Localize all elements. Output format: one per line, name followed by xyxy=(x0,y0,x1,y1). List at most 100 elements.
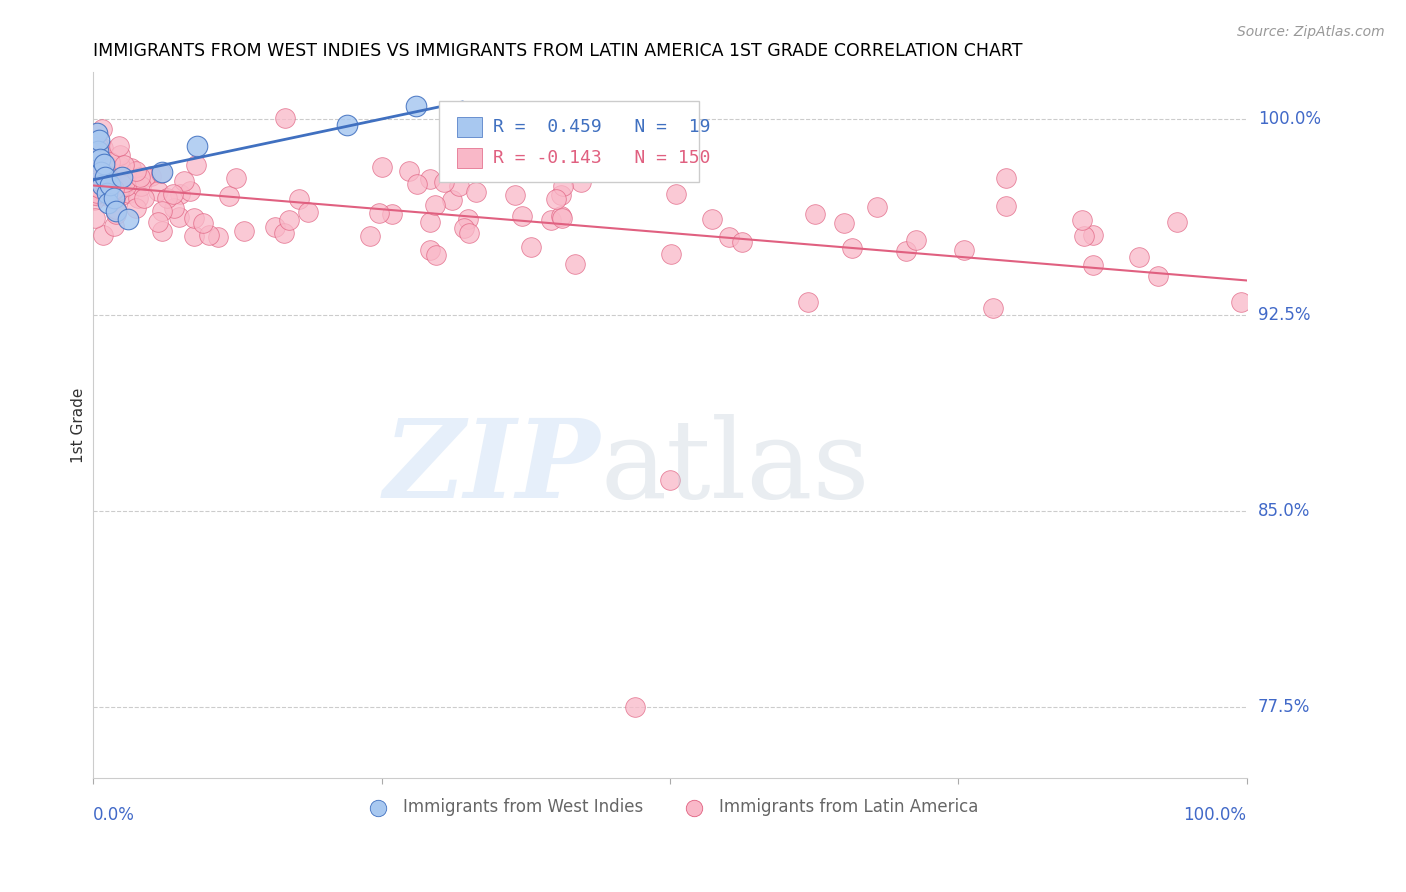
Point xyxy=(905,233,928,247)
Point xyxy=(104,191,127,205)
Point xyxy=(93,185,115,199)
Point xyxy=(97,196,120,211)
Text: 85.0%: 85.0% xyxy=(1258,502,1310,520)
Legend: Immigrants from West Indies, Immigrants from Latin America: Immigrants from West Indies, Immigrants … xyxy=(356,791,984,822)
Point xyxy=(114,175,136,189)
Point xyxy=(797,295,820,310)
Point xyxy=(87,144,110,158)
Point xyxy=(264,219,287,234)
Point xyxy=(551,179,574,194)
Point xyxy=(98,168,121,182)
Text: R =  0.459   N =  19: R = 0.459 N = 19 xyxy=(494,118,711,136)
Point xyxy=(120,161,142,176)
Point xyxy=(91,228,114,243)
FancyBboxPatch shape xyxy=(439,101,699,182)
Point xyxy=(156,191,179,205)
Text: Source: ZipAtlas.com: Source: ZipAtlas.com xyxy=(1237,25,1385,39)
Point xyxy=(546,192,568,206)
Point xyxy=(83,163,105,178)
Point xyxy=(146,184,169,198)
Point xyxy=(183,229,205,244)
Point xyxy=(83,178,105,193)
Point xyxy=(87,173,110,187)
Point xyxy=(624,700,647,714)
Point xyxy=(519,240,541,254)
Point xyxy=(150,166,173,180)
Point xyxy=(186,138,208,153)
Point xyxy=(84,187,107,202)
Point xyxy=(336,118,359,132)
Point xyxy=(108,183,131,197)
Point xyxy=(419,243,441,257)
Point xyxy=(90,167,112,181)
Point xyxy=(108,139,131,153)
Point xyxy=(134,170,156,185)
Point xyxy=(832,216,855,230)
Point xyxy=(96,186,118,200)
Point xyxy=(953,243,976,257)
Point xyxy=(98,155,121,169)
Point xyxy=(432,175,454,189)
Point xyxy=(117,211,139,226)
Point xyxy=(163,201,186,215)
Point xyxy=(105,203,128,218)
Point xyxy=(84,160,107,174)
Point xyxy=(225,170,247,185)
Point xyxy=(207,230,229,244)
Point xyxy=(1081,228,1104,243)
Point xyxy=(995,199,1018,213)
Point xyxy=(718,230,741,244)
Point xyxy=(100,174,122,188)
Point xyxy=(103,191,125,205)
Point xyxy=(96,188,118,202)
Point xyxy=(89,170,111,185)
Point xyxy=(183,211,205,226)
Point xyxy=(381,207,404,221)
Point xyxy=(492,153,515,168)
Point xyxy=(550,187,572,202)
Point xyxy=(86,186,108,200)
Point xyxy=(659,247,682,261)
Point xyxy=(167,210,190,224)
Text: R = -0.143   N = 150: R = -0.143 N = 150 xyxy=(494,149,711,167)
Point xyxy=(510,209,533,223)
Point xyxy=(83,211,105,225)
Point xyxy=(83,194,105,208)
Point xyxy=(152,224,174,238)
Point xyxy=(453,221,475,235)
Point xyxy=(297,205,319,219)
Point xyxy=(540,212,562,227)
Point xyxy=(86,147,108,161)
Text: 100.0%: 100.0% xyxy=(1258,111,1320,128)
Point xyxy=(458,226,481,240)
Point xyxy=(287,192,309,206)
Point xyxy=(87,178,110,192)
Point xyxy=(218,188,240,202)
Point xyxy=(173,174,195,188)
Y-axis label: 1st Grade: 1st Grade xyxy=(72,387,86,463)
Point xyxy=(457,211,479,226)
Point xyxy=(841,241,863,255)
Point xyxy=(87,189,110,203)
Text: 77.5%: 77.5% xyxy=(1258,698,1310,716)
Point xyxy=(398,163,420,178)
Point xyxy=(162,187,184,202)
Text: ZIP: ZIP xyxy=(384,414,600,521)
Point xyxy=(125,164,148,178)
Point xyxy=(731,235,754,250)
Point xyxy=(405,99,427,113)
Point xyxy=(96,173,118,187)
Point xyxy=(665,187,688,202)
Point xyxy=(233,224,256,238)
Point xyxy=(103,219,125,233)
Point xyxy=(359,228,381,243)
Point xyxy=(1146,269,1168,284)
Point xyxy=(132,191,155,205)
Point xyxy=(146,215,169,229)
Text: 92.5%: 92.5% xyxy=(1258,307,1310,325)
Point xyxy=(103,182,125,196)
Point xyxy=(423,198,446,212)
Text: 0.0%: 0.0% xyxy=(93,806,135,824)
Point xyxy=(419,215,441,229)
Point xyxy=(87,151,110,165)
